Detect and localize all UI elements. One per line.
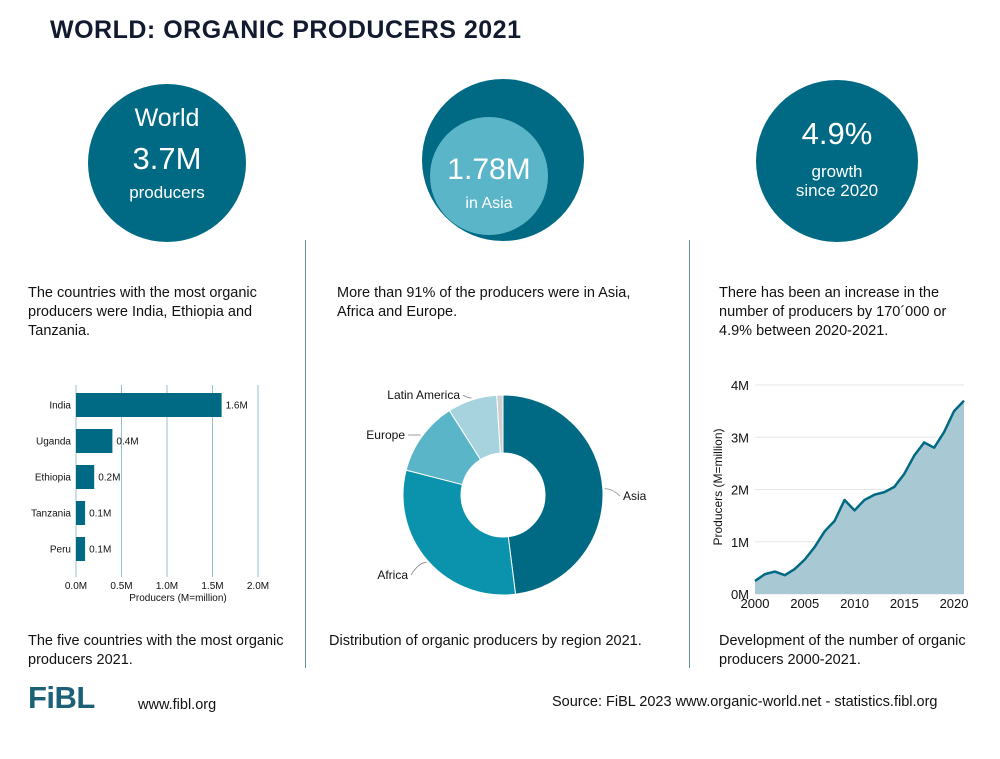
area-y-tick-label: 0M (731, 587, 749, 602)
bar-x-tick-label: 0.5M (110, 581, 132, 592)
area-y-tick-label: 4M (731, 378, 749, 393)
growth-circle: 4.9% growth since 2020 (756, 80, 918, 242)
area-x-tick-label: 2010 (840, 596, 869, 611)
bar-category-label: Tanzania (31, 509, 71, 520)
bar-chart: India Uganda Ethiopia Tanzania Peru 1.6M 0.4M… (31, 385, 269, 604)
bar-value-label: 0.1M (89, 545, 111, 556)
growth-label: growth (811, 162, 863, 181)
bar-peru (76, 537, 86, 561)
donut-leader-line (604, 488, 621, 497)
area-y-axis-label: Producers (M=million) (711, 428, 725, 545)
donut-label: Latin America (387, 388, 460, 402)
middle-caption: Distribution of organic producers by reg… (329, 633, 642, 649)
area-x-tick-label: 2005 (790, 596, 819, 611)
asia-value: 1.78M (447, 153, 531, 186)
bar-x-tick-label: 1.5M (201, 581, 223, 592)
bar-value-label: 0.2M (98, 473, 120, 484)
bar-uganda (76, 429, 113, 453)
bar-india (76, 393, 222, 417)
bar-category-label: Uganda (36, 437, 71, 448)
area-x-tick-label: 2000 (741, 596, 770, 611)
bar-tanzania (76, 501, 86, 525)
bar-x-tick-label: 2.0M (247, 581, 269, 592)
area-fill (755, 400, 964, 594)
column-divider-1 (305, 240, 306, 668)
source-note: Source: FiBL 2023 www.organic-world.net … (552, 694, 938, 710)
growth-since: since 2020 (795, 181, 879, 200)
world-unit: producers (129, 183, 205, 202)
left-caption: The five countries with the most organic… (28, 633, 284, 668)
world-circle: World 3.7M producers (88, 84, 246, 242)
donut-label: Asia (623, 489, 647, 503)
bar-category-label: India (49, 401, 71, 412)
donut-label: Africa (377, 568, 408, 582)
asia-inner-circle: 1.78M in Asia (430, 117, 548, 235)
area-x-tick-label: 2015 (890, 596, 919, 611)
bar-value-label: 0.1M (89, 509, 111, 520)
donut-slice-africa (402, 469, 517, 596)
growth-value: 4.9% (801, 116, 873, 151)
bar-value-label: 1.6M (226, 401, 248, 412)
area-y-tick-label: 2M (731, 483, 749, 498)
column-divider-2 (689, 240, 690, 668)
donut-slice-asia (502, 394, 604, 595)
right-caption: Development of the number of organic pro… (719, 633, 966, 668)
donut-chart: Asia Africa Europe Latin America (366, 388, 647, 596)
donut-leader-line (462, 394, 472, 399)
donut-slice-other (496, 394, 504, 454)
area-x-tick-label: 2020 (940, 596, 969, 611)
middle-description: More than 91% of the producers were in A… (337, 285, 631, 320)
page-title: WORLD: ORGANIC PRODUCERS 2021 (50, 16, 522, 44)
bar-value-label: 0.4M (116, 437, 138, 448)
website-link[interactable]: www.fibl.org (138, 697, 217, 713)
donut-leader-line (410, 562, 427, 576)
area-y-tick-label: 1M (731, 535, 749, 550)
area-y-tick-label: 3M (731, 430, 749, 445)
asia-label: in Asia (465, 195, 513, 212)
left-description: The countries with the most organic prod… (28, 285, 257, 339)
area-line (754, 399, 965, 582)
bar-ethiopia (76, 465, 95, 489)
area-chart: 0M 1M 2M 3M 4M 2000 2005 2010 2015 2020 Producer… (711, 378, 969, 611)
bar-x-axis-label: Producers (M=million) (129, 593, 227, 604)
world-label: World (134, 104, 200, 132)
right-description: There has been an increase in the number… (719, 285, 947, 339)
fibl-logo: FiBL (28, 680, 95, 715)
bar-x-tick-label: 0.0M (65, 581, 87, 592)
bar-category-label: Ethiopia (35, 473, 72, 484)
world-value: 3.7M (132, 141, 202, 176)
donut-label: Europe (366, 428, 405, 442)
bar-category-label: Peru (50, 545, 71, 556)
bar-x-tick-label: 1.0M (156, 581, 178, 592)
